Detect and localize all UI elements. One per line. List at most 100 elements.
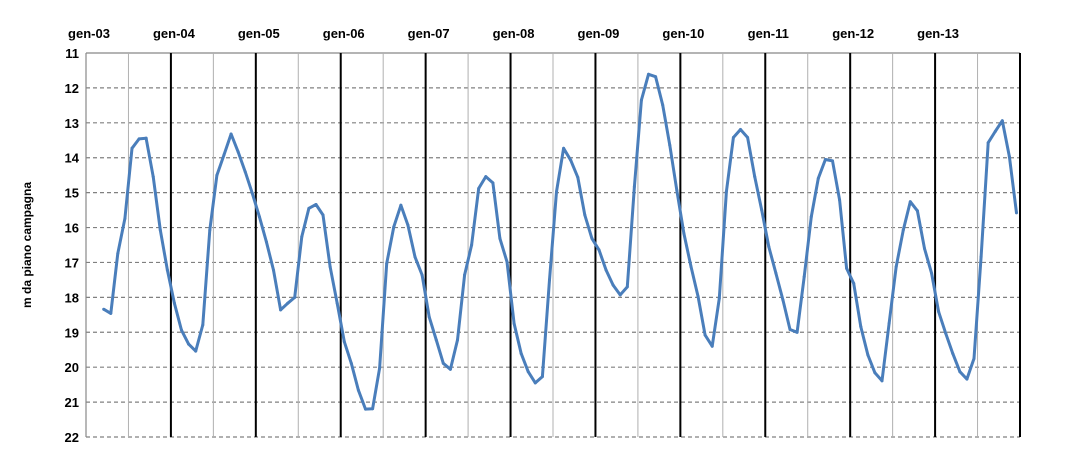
x-tick-label: gen-11 <box>748 26 789 41</box>
data-point <box>356 388 360 392</box>
y-tick-label: 22 <box>65 430 79 445</box>
data-point <box>830 159 834 163</box>
data-point <box>625 285 629 289</box>
y-tick-label: 20 <box>65 360 79 375</box>
data-point <box>491 181 495 185</box>
data-point <box>307 206 311 210</box>
data-point <box>392 225 396 229</box>
data-point <box>463 273 467 277</box>
data-point <box>229 132 233 136</box>
data-point <box>130 146 134 150</box>
data-point <box>767 245 771 249</box>
data-point <box>321 213 325 217</box>
y-tick-label: 13 <box>65 116 79 131</box>
data-point <box>979 255 983 259</box>
data-point <box>795 330 799 334</box>
data-point <box>944 331 948 335</box>
data-point <box>406 223 410 227</box>
y-tick-label: 14 <box>65 151 80 166</box>
data-point <box>512 322 516 326</box>
data-point <box>845 266 849 270</box>
data-point <box>958 370 962 374</box>
x-tick-label: gen-05 <box>238 26 280 41</box>
data-point <box>696 295 700 299</box>
data-point <box>187 342 191 346</box>
data-point <box>526 370 530 374</box>
data-point <box>533 381 537 385</box>
data-point <box>158 228 162 232</box>
data-point <box>894 265 898 269</box>
data-point <box>215 173 219 177</box>
data-point <box>639 98 643 102</box>
data-point <box>540 375 544 379</box>
data-point <box>632 185 636 189</box>
data-point <box>180 328 184 332</box>
data-point <box>172 301 176 305</box>
data-point <box>434 338 438 342</box>
data-point <box>590 236 594 240</box>
data-point <box>972 356 976 360</box>
data-point <box>385 262 389 266</box>
data-point <box>335 301 339 305</box>
data-point <box>647 72 651 76</box>
data-point <box>151 175 155 179</box>
data-point <box>838 198 842 202</box>
data-point <box>137 137 141 141</box>
data-point <box>236 150 240 154</box>
y-axis-label: m da piano campagna <box>20 182 34 308</box>
data-point <box>413 255 417 259</box>
x-tick-label: gen-06 <box>323 26 365 41</box>
y-tick-labels: 11 12 13 14 15 16 17 18 19 20 21 22 <box>65 46 80 445</box>
data-point <box>731 135 735 139</box>
data-point <box>774 271 778 275</box>
data-point <box>937 310 941 314</box>
data-point <box>441 361 445 365</box>
data-point <box>781 298 785 302</box>
data-point <box>908 200 912 204</box>
data-point <box>611 283 615 287</box>
data-point <box>286 301 290 305</box>
y-tick-label: 17 <box>65 255 79 270</box>
data-point <box>300 235 304 239</box>
data-point <box>823 157 827 161</box>
data-point <box>222 153 226 157</box>
data-point <box>965 377 969 381</box>
data-point <box>746 135 750 139</box>
x-tick-label: gen-04 <box>153 26 196 41</box>
data-point <box>583 213 587 217</box>
y-tick-label: 18 <box>65 290 79 305</box>
data-point <box>618 293 622 297</box>
x-tick-label: gen-10 <box>662 26 704 41</box>
data-point <box>760 208 764 212</box>
data-point <box>102 307 106 311</box>
data-point <box>562 146 566 150</box>
data-point <box>293 295 297 299</box>
data-point <box>597 248 601 252</box>
data-point <box>675 188 679 192</box>
y-tick-label: 15 <box>65 186 79 201</box>
data-point <box>682 231 686 235</box>
series-line <box>102 72 1018 411</box>
y-tick-label: 19 <box>65 325 79 340</box>
data-point <box>399 203 403 207</box>
data-point <box>710 344 714 348</box>
data-point <box>1000 119 1004 123</box>
data-point <box>420 273 424 277</box>
data-point <box>144 136 148 140</box>
data-point <box>109 311 113 315</box>
data-point <box>257 215 261 219</box>
y-tick-label: 11 <box>65 46 79 61</box>
x-tick-label: gen-08 <box>493 26 535 41</box>
data-point <box>993 130 997 134</box>
x-tick-label: gen-13 <box>917 26 959 41</box>
data-point <box>194 349 198 353</box>
data-point <box>576 175 580 179</box>
data-point <box>717 296 721 300</box>
data-point <box>328 265 332 269</box>
data-point <box>547 278 551 282</box>
data-point <box>455 338 459 342</box>
data-point <box>208 228 212 232</box>
data-point <box>859 325 863 329</box>
data-point <box>555 190 559 194</box>
data-point <box>498 236 502 240</box>
